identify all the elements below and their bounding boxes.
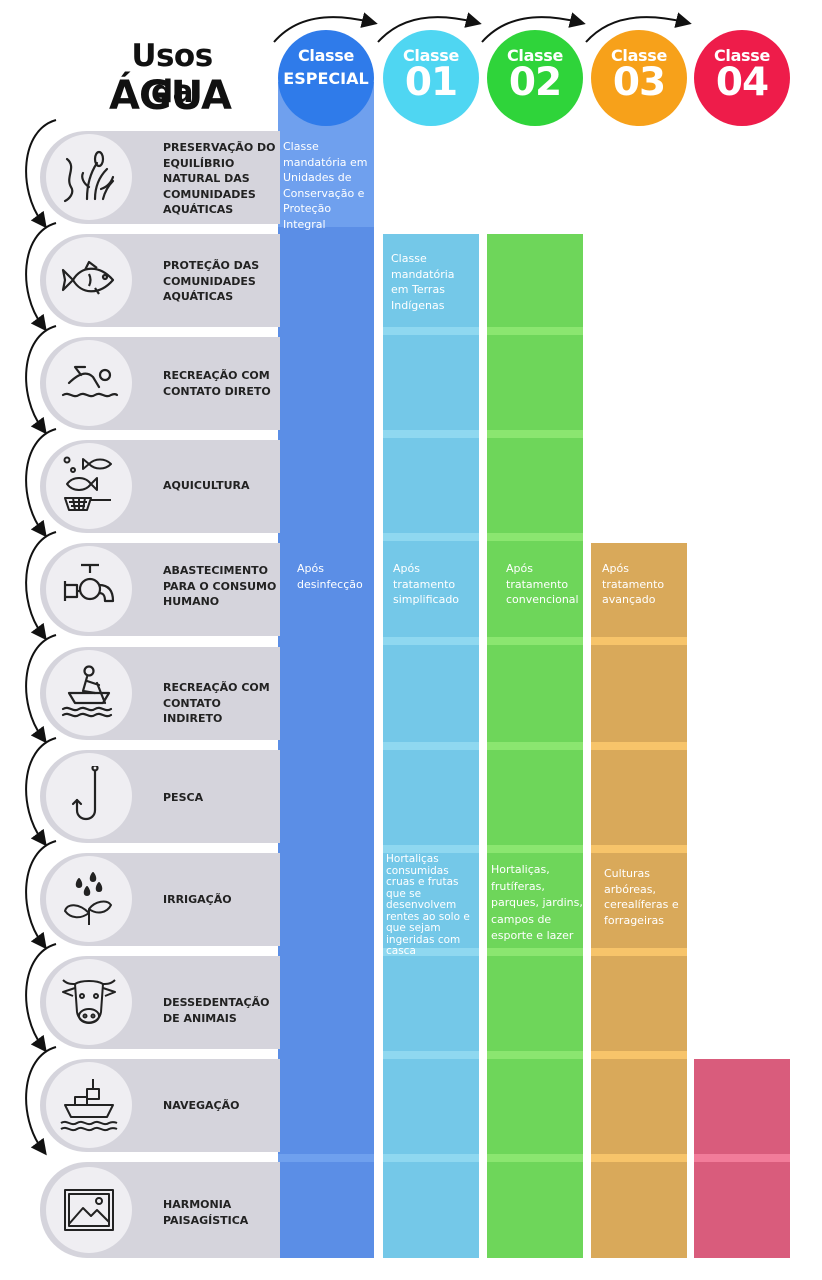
note-03-abastecimento: Após tratamento avançado: [602, 562, 665, 606]
use-label-recreacao-direto: RECREAÇÃO COM CONTATO DIRETO: [163, 369, 271, 398]
rowing-boat-icon: [46, 650, 132, 736]
ship-icon: [46, 1062, 132, 1148]
class-02-name: 02: [508, 60, 562, 105]
use-label-aquicultura: AQUICULTURA: [163, 479, 250, 492]
band: [278, 1154, 374, 1162]
band: [694, 1154, 790, 1162]
band: [487, 430, 583, 438]
class-01-label: Classe: [402, 46, 460, 65]
band: [591, 742, 687, 750]
class-04-circle: Classe 04: [694, 30, 790, 126]
band: [383, 948, 479, 956]
band: [591, 1154, 687, 1162]
class-especial-name: ESPECIAL: [283, 69, 369, 88]
note-01-protecao: Classe mandatória em Terras Indígenas: [391, 252, 455, 312]
class-arrows: [273, 12, 692, 43]
band: [383, 327, 479, 335]
note-01-abastecimento: Após tratamento simplificado: [393, 562, 460, 606]
class-01-name: 01: [404, 60, 458, 105]
class-04-name: 04: [715, 60, 769, 105]
cow-icon: [46, 959, 132, 1045]
use-label-dessedentacao: DESSEDENTAÇÃO DE ANIMAIS: [163, 996, 270, 1025]
band: [591, 637, 687, 645]
note-03-irrigacao: Culturas arbóreas, cerealíferas e forrag…: [604, 867, 679, 927]
band: [487, 533, 583, 541]
column-especial: [278, 82, 374, 1258]
note-especial-abastecimento: Após desinfecção: [297, 562, 363, 591]
band: [383, 533, 479, 541]
band: [487, 637, 583, 645]
band: [383, 1154, 479, 1162]
band: [487, 1051, 583, 1059]
class-02-circle: Classe 02: [487, 30, 583, 126]
use-label-abastecimento: ABASTECIMENTO PARA O CONSUMO HUMANO: [163, 564, 277, 608]
title-line2: ÁGUA: [109, 73, 232, 119]
use-label-protecao: PROTEÇÃO DAS COMUNIDADES AQUÁTICAS: [163, 259, 260, 303]
use-label-harmonia: HARMONIA PAISAGÍSTICA: [163, 1198, 249, 1227]
row-arrows: [25, 119, 57, 1156]
band: [487, 845, 583, 853]
band: [487, 327, 583, 335]
landscape-picture-icon: [46, 1167, 132, 1253]
fish-net-icon: [46, 443, 132, 529]
note-especial-preservacao: Classe mandatória em Unidades de Conserv…: [283, 140, 368, 231]
aquatic-plants-icon: [46, 134, 132, 220]
use-label-recreacao-indireto: RECREAÇÃO COM CONTATO INDIRETO: [163, 681, 270, 725]
class-03-label: Classe: [610, 46, 668, 65]
seedling-drops-icon: [46, 856, 132, 942]
fish-icon: [46, 237, 132, 323]
swimmer-icon: [46, 340, 132, 426]
title-line1: Usos da: [131, 38, 213, 110]
class-01-circle: Classe 01: [383, 30, 479, 126]
class-02-label: Classe: [506, 46, 564, 65]
note-01-irrigacao: Hortaliças consumidas cruas e frutas que…: [386, 853, 470, 957]
band: [383, 637, 479, 645]
band: [487, 1154, 583, 1162]
band: [487, 742, 583, 750]
band: [591, 845, 687, 853]
band: [383, 845, 479, 853]
use-label-pesca: PESCA: [163, 791, 204, 804]
band: [383, 742, 479, 750]
fish-hook-icon: [46, 753, 132, 839]
band: [591, 948, 687, 956]
note-02-abastecimento: Após tratamento convencional: [506, 562, 579, 606]
class-especial-circle: Classe ESPECIAL: [278, 30, 374, 126]
faucet-icon: [46, 546, 132, 632]
use-label-navegacao: NAVEGAÇÃO: [163, 1099, 240, 1112]
use-label-preservacao: PRESERVAÇÃO DO EQUILÍBRIO NATURAL DAS CO…: [163, 141, 276, 216]
note-02-irrigacao: Hortaliças, frutíferas, parques, jardins…: [491, 863, 583, 942]
class-especial-label: Classe: [297, 46, 355, 65]
band: [383, 430, 479, 438]
class-03-name: 03: [612, 60, 666, 105]
band: [487, 948, 583, 956]
column-03: [591, 543, 687, 1258]
class-04-label: Classe: [713, 46, 771, 65]
band: [383, 1051, 479, 1059]
band: [591, 1051, 687, 1059]
class-03-circle: Classe 03: [591, 30, 687, 126]
use-label-irrigacao: IRRIGAÇÃO: [163, 893, 232, 906]
